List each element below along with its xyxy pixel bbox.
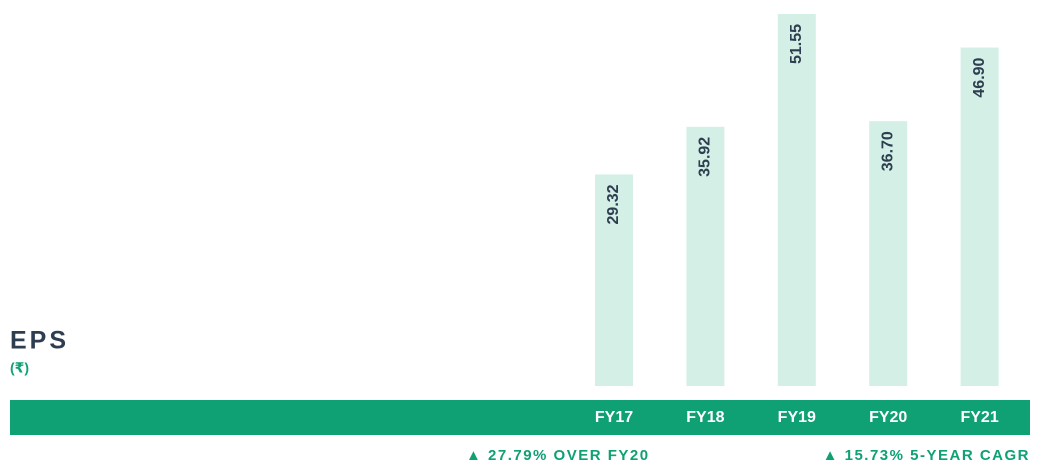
- annotation: ▲ 15.73% 5-YEAR CAGR: [823, 447, 1030, 464]
- x-tick-label: FY20: [869, 409, 907, 426]
- value-label: 46.90: [971, 57, 988, 97]
- bar: [686, 126, 725, 387]
- annotation: ▲ 27.79% OVER FY20: [466, 447, 650, 464]
- category-band: [10, 400, 1030, 435]
- chart-title: EPS: [10, 327, 69, 355]
- value-label: 35.92: [697, 137, 714, 177]
- x-tick-label: FY17: [595, 409, 633, 426]
- bar: [960, 47, 999, 386]
- value-label: 51.55: [788, 24, 805, 64]
- x-tick-label: FY21: [960, 409, 998, 426]
- chart-subtitle: (₹): [10, 360, 29, 376]
- value-label: 29.32: [605, 184, 622, 224]
- bar: [869, 121, 908, 386]
- bar: [777, 14, 816, 386]
- x-tick-label: FY19: [778, 409, 816, 426]
- value-label: 36.70: [879, 131, 896, 171]
- bar: [595, 174, 633, 386]
- x-tick-label: FY18: [686, 409, 724, 426]
